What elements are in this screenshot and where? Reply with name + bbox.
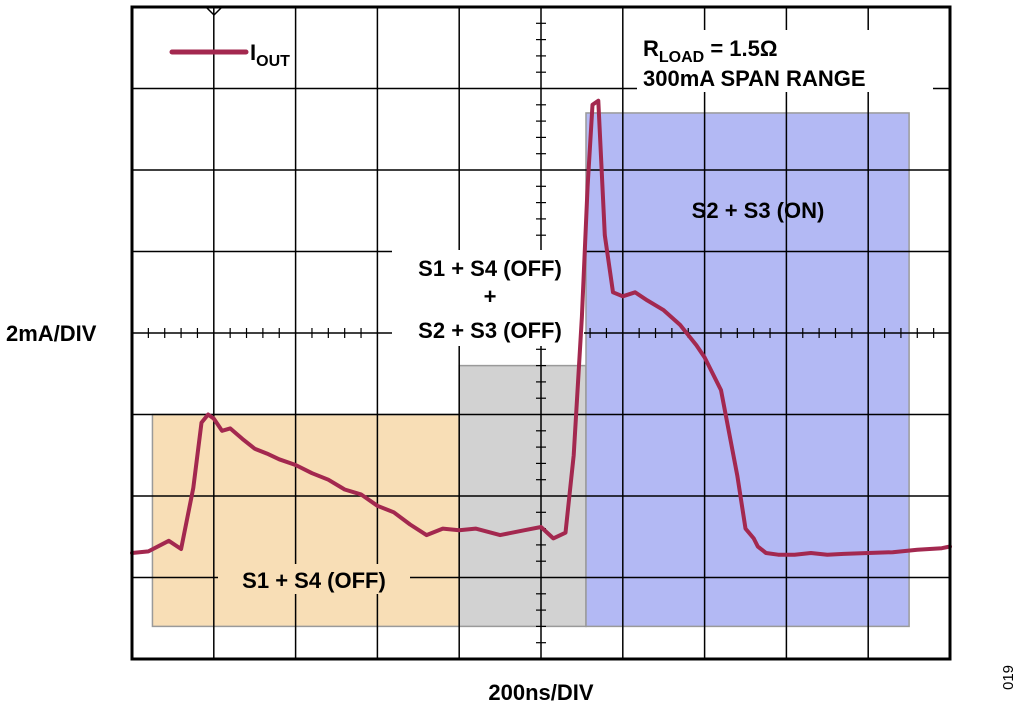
region-labels: S1 + S4 (OFF) S1 + S4 (OFF) + S2 + S3 (O…: [218, 198, 824, 594]
rload-label: RLOAD = 1.5Ω: [643, 36, 778, 66]
span-range-label: 300mA SPAN RANGE: [643, 66, 866, 91]
region-label-plus: +: [484, 284, 497, 309]
y-axis-label: 2mA/DIV: [6, 321, 97, 346]
plot-frame: [130, 5, 952, 661]
region-s2s3-on: [585, 112, 910, 628]
switch-state-regions: [151, 112, 910, 628]
region1-label-background: [218, 564, 410, 594]
region-label-s2s3-off: S2 + S3 (OFF): [418, 318, 562, 343]
x-axis-label: 200ns/DIV: [488, 680, 593, 705]
load-annotation: RLOAD = 1.5Ω 300mA SPAN RANGE: [637, 30, 933, 92]
region-label-s1s4-off: S1 + S4 (OFF): [242, 568, 386, 593]
legend-entry-iout: IOUT: [250, 40, 290, 70]
region2-label-background: [392, 250, 584, 346]
series-line-iout: [130, 98, 952, 557]
region-label-s1s4-off-top: S1 + S4 (OFF): [418, 256, 562, 281]
legend: IOUT: [169, 40, 290, 70]
region-label-s2s3-on: S2 + S3 (ON): [692, 198, 825, 223]
trigger-marker-icon: [204, 6, 224, 17]
figure-number: 019: [1000, 665, 1017, 690]
load-annotation-background: [637, 30, 933, 92]
